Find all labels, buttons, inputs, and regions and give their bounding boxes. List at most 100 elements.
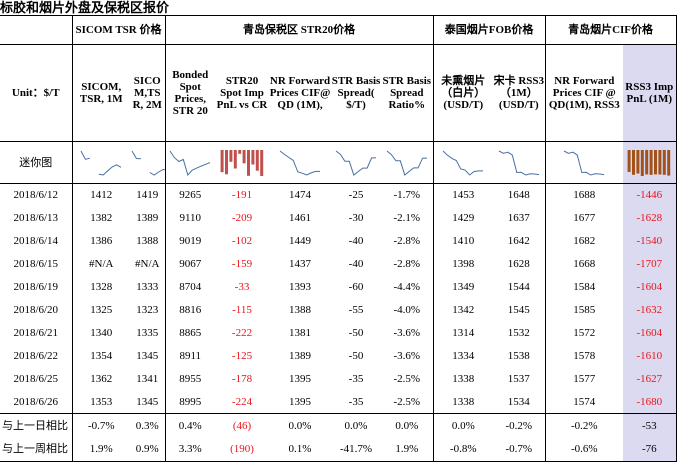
column-header-4: STR20 Spot Imp PnL vs CR xyxy=(215,44,270,142)
sparkbar xyxy=(663,149,667,175)
cell-10: 1572 xyxy=(544,321,624,345)
cell-1: 1386 xyxy=(71,229,130,253)
sparkline-cell-4 xyxy=(215,141,270,184)
cell-4: -178 xyxy=(231,373,253,385)
cell-2: 1388 xyxy=(130,229,166,253)
cell-2: 1341 xyxy=(130,367,166,391)
sparkline-path xyxy=(498,150,539,176)
cell-11: -1627 xyxy=(623,367,677,391)
sparkline-7 xyxy=(386,150,427,176)
row-date: 2018/6/26 xyxy=(0,390,72,414)
sparkline-11 xyxy=(627,149,671,176)
cell-2: 1345 xyxy=(130,390,166,414)
cell-6: -25 xyxy=(348,189,364,202)
sparkline-path xyxy=(279,150,321,176)
summary-cell-8: 0.0% xyxy=(432,413,494,438)
cell-4: -125 xyxy=(231,350,253,362)
summary-cell-4: (46) xyxy=(232,419,252,432)
cell-2: 1335 xyxy=(130,321,166,345)
cell-2: 1323 xyxy=(130,298,166,322)
column-header-11: RSS3 Imp PnL (1M) xyxy=(623,44,677,142)
summary-row: 与上一日相比 -0.7% 0.3% 0.4% (46) 0.0% 0.0% 0.0% 0.0% -… xyxy=(0,413,677,438)
table-row: 2018/6/12 1412 1419 9265 -191 1474 -25 -1.7% 145… xyxy=(0,183,677,207)
cell-4: -102 xyxy=(231,235,253,247)
cell-10: 1682 xyxy=(544,229,624,253)
sparkbar xyxy=(229,149,233,162)
sparkbar xyxy=(260,149,264,176)
sparkbar xyxy=(649,149,653,175)
sparkline-path xyxy=(335,150,377,176)
cell-8: 1453 xyxy=(432,183,494,207)
cell-6: -35 xyxy=(331,390,382,414)
sparkline-row: 迷你图 xyxy=(0,141,677,184)
sparkbar xyxy=(242,149,246,163)
cell-11: -1540 xyxy=(623,229,677,253)
cell-3: 8865 xyxy=(164,321,216,345)
column-header-10: NR Forward Prices CIF @ QD(1M), RSS3 xyxy=(544,44,624,142)
table-row: 2018/6/13 1382 1389 9110 -209 1461 -30 -2.1% 142… xyxy=(0,206,677,230)
table-row: 2018/6/15 #N/A #N/A 9067 -159 1437 -40 -2.8% 139… xyxy=(0,252,677,276)
table-row: 2018/6/22 1354 1345 8911 -125 1389 -50 -3.6% 133… xyxy=(0,344,677,368)
cell-6: -40 xyxy=(348,258,364,270)
cell-9: 1637 xyxy=(493,206,546,230)
sparkline-cell-3 xyxy=(164,141,216,184)
sparkbar xyxy=(636,149,640,173)
sparkbar xyxy=(658,149,662,174)
cell-10: 1578 xyxy=(544,344,624,368)
cell-6: -50 xyxy=(348,350,364,362)
cell-5: 1388 xyxy=(289,304,312,316)
cell-4: -191 xyxy=(231,189,253,202)
cell-2: 1333 xyxy=(130,275,166,299)
cell-6: -30 xyxy=(348,212,364,224)
sparkline-cell-11 xyxy=(623,141,677,184)
cell-7: -3.6% xyxy=(381,321,434,345)
sparkline-2 xyxy=(131,150,165,176)
row-date: 2018/6/25 xyxy=(13,373,59,385)
cell-5: 1437 xyxy=(289,258,312,270)
cell-7: -2.8% xyxy=(381,252,434,276)
cell-2: #N/A xyxy=(130,252,166,276)
summary-cell-5: 0.0% xyxy=(288,419,312,432)
summary-cell-6: -41.7% xyxy=(331,437,382,462)
sparkline-4 xyxy=(220,149,264,176)
cell-9: 1534 xyxy=(493,390,546,414)
cell-7: -2.8% xyxy=(381,229,434,253)
cell-1: 1325 xyxy=(71,298,130,322)
cell-4: -222 xyxy=(231,327,253,339)
summary-cell-9: -0.7% xyxy=(493,437,546,462)
summary-cell-7: 0.0% xyxy=(381,413,434,438)
cell-3: 9019 xyxy=(164,229,216,253)
sparkbar xyxy=(627,149,631,172)
column-header-9: 宋卡 RSS3 （1M） (USD/T) xyxy=(493,44,546,142)
cell-5: 1449 xyxy=(289,235,312,247)
cell-3: 9110 xyxy=(164,206,216,230)
cell-10: 1577 xyxy=(544,367,624,391)
summary-cell-10: -0.6% xyxy=(544,437,624,462)
column-header-2: SICO M,TS R, 2M xyxy=(130,44,166,142)
sparkline-cell-7 xyxy=(381,141,434,184)
summary-cell-7: 1.9% xyxy=(381,437,434,462)
sparkbar xyxy=(233,149,237,168)
cell-5: 1389 xyxy=(289,350,312,362)
column-header-8: 未熏烟片（白片）(USD/T) xyxy=(432,44,494,142)
sparkline-cell-9 xyxy=(493,141,546,184)
cell-1: 1328 xyxy=(71,275,130,299)
cell-2: 1419 xyxy=(130,183,166,207)
sparkline-cell-8 xyxy=(432,141,494,184)
row-date: 2018/6/21 xyxy=(13,327,59,339)
cell-9: 1642 xyxy=(493,229,546,253)
sparkline-cell-2 xyxy=(130,141,166,184)
sparkline-cell-1 xyxy=(71,141,130,184)
sparkline-path xyxy=(442,150,484,176)
summary-cell-3: 0.4% xyxy=(164,413,216,438)
cell-3: 8995 xyxy=(164,390,216,414)
cell-8: 1338 xyxy=(432,390,494,414)
cell-5: 1474 xyxy=(289,189,312,202)
cell-3: 9067 xyxy=(164,252,216,276)
sparkline-3 xyxy=(169,150,211,176)
summary-cell-9: -0.2% xyxy=(493,413,546,438)
sparkbar xyxy=(641,149,645,176)
table-row: 2018/6/19 1328 1333 8704 -33 1393 -60 -4.4% 1349… xyxy=(0,275,677,299)
table-row: 2018/6/21 1340 1335 8865 -222 1381 -50 -3.6% 131… xyxy=(0,321,677,345)
cell-7: -3.6% xyxy=(381,344,434,368)
